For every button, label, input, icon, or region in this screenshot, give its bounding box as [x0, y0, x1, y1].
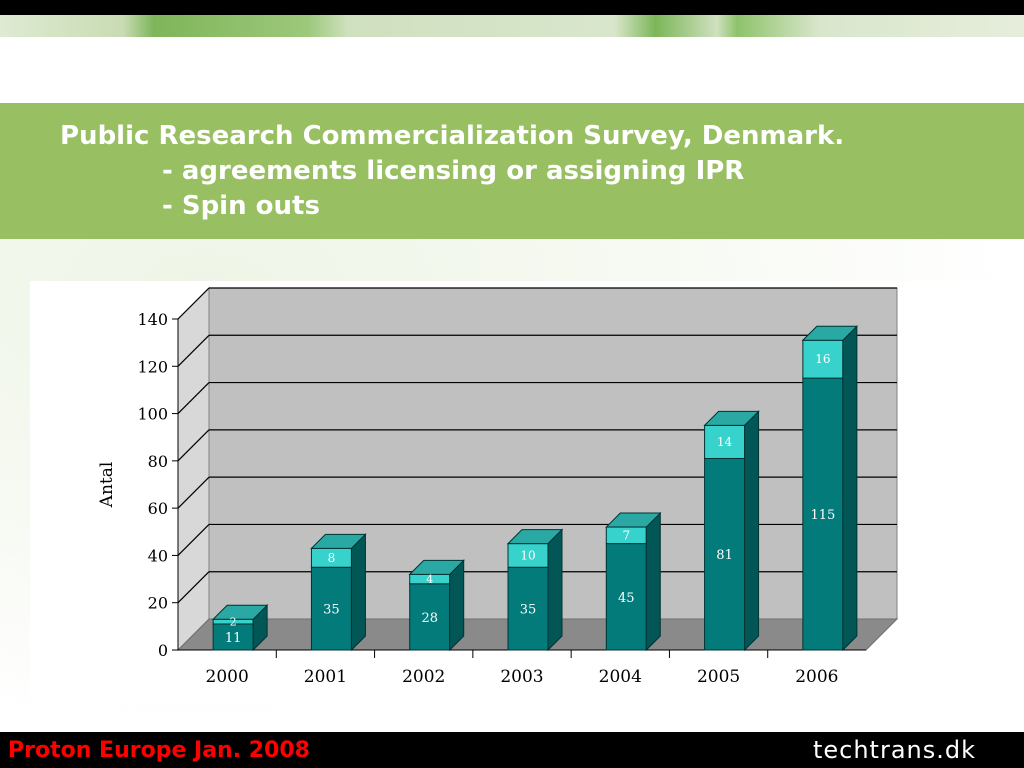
bar-value-label: 16 — [815, 352, 830, 366]
bar-top-face — [408, 559, 465, 575]
x-tick-label: 2004 — [599, 667, 642, 687]
bar-value-label: 7 — [622, 528, 630, 542]
slide-subtitle-spinouts: - Spin outs — [162, 191, 320, 221]
bar-top-face — [703, 410, 760, 426]
plot-side-wall — [177, 286, 210, 652]
bar-value-label: 2 — [230, 616, 237, 629]
bar-value-label: 4 — [426, 573, 433, 586]
bar-value-label: 28 — [421, 611, 438, 626]
bar-value-label: 81 — [716, 548, 733, 563]
x-tick-label: 2003 — [500, 667, 543, 687]
y-tick-label: 140 — [137, 310, 168, 329]
bar-side-face — [645, 511, 661, 652]
bar-top-face — [310, 533, 367, 549]
bar-side-face — [449, 559, 465, 652]
bar-top-face — [605, 512, 662, 528]
x-tick-label: 2006 — [795, 667, 838, 687]
y-tick-label: 60 — [148, 499, 168, 518]
gridline-side — [177, 476, 210, 509]
bar-value-label: 115 — [810, 508, 835, 523]
bar-side-face — [350, 533, 366, 652]
slide-subtitle-licensing: - agreements licensing or assigning IPR — [162, 156, 745, 186]
chart-panel: 0 20 40 60 80 100 120 140 Antal 11 2 2000 35 8 2001 28 4… — [30, 281, 996, 706]
bar-segment-licensing — [802, 377, 844, 651]
bar-value-label: 11 — [225, 631, 242, 646]
bar-chart: 0 20 40 60 80 100 120 140 Antal 11 2 2000 35 8 2001 28 4… — [97, 286, 899, 687]
x-tick-label: 2002 — [402, 667, 445, 687]
bar-top-face — [211, 604, 269, 620]
leaf-banner-strip — [0, 15, 1024, 37]
footer-site-label: techtrans.dk — [812, 736, 976, 764]
bar-value-label: 8 — [328, 551, 336, 565]
bar-value-label: 35 — [323, 603, 340, 618]
bar-value-label: 45 — [618, 591, 635, 606]
bar-value-label: 35 — [520, 603, 537, 618]
y-tick-label: 80 — [148, 452, 168, 471]
bar-segment-spinouts — [704, 424, 746, 459]
y-tick-label: 120 — [137, 357, 168, 376]
y-tick-label: 20 — [148, 594, 168, 613]
slide-title: Public Research Commercialization Survey… — [60, 121, 845, 151]
bar-value-label: 14 — [717, 435, 733, 449]
top-black-bar — [0, 0, 1024, 15]
gridline-side — [177, 382, 210, 414]
gridline-side — [177, 524, 210, 556]
x-tick-label: 2000 — [206, 667, 249, 687]
footer-bar: Proton Europe Jan. 2008 techtrans.dk — [0, 732, 1024, 768]
bar-top-face — [506, 529, 564, 545]
title-band — [0, 103, 1024, 239]
x-tick-label: 2005 — [697, 667, 740, 687]
bar-side-face — [744, 410, 760, 652]
gridline-side — [177, 334, 210, 367]
bar-top-face — [801, 325, 859, 341]
x-tick-label: 2001 — [304, 667, 347, 687]
gridline-side — [177, 287, 210, 320]
bar-side-face — [842, 325, 858, 652]
bar-value-label: 10 — [520, 548, 535, 562]
gridline-side — [177, 429, 210, 462]
y-tick-label: 40 — [148, 546, 168, 565]
footer-event-label: Proton Europe Jan. 2008 — [8, 738, 310, 763]
y-axis-label: Antal — [97, 462, 117, 509]
y-tick-label: 0 — [158, 641, 168, 660]
gridline-side — [177, 571, 210, 604]
bar-segment-spinouts — [802, 339, 844, 379]
bar-side-face — [547, 528, 563, 652]
y-tick-label: 100 — [137, 405, 168, 424]
